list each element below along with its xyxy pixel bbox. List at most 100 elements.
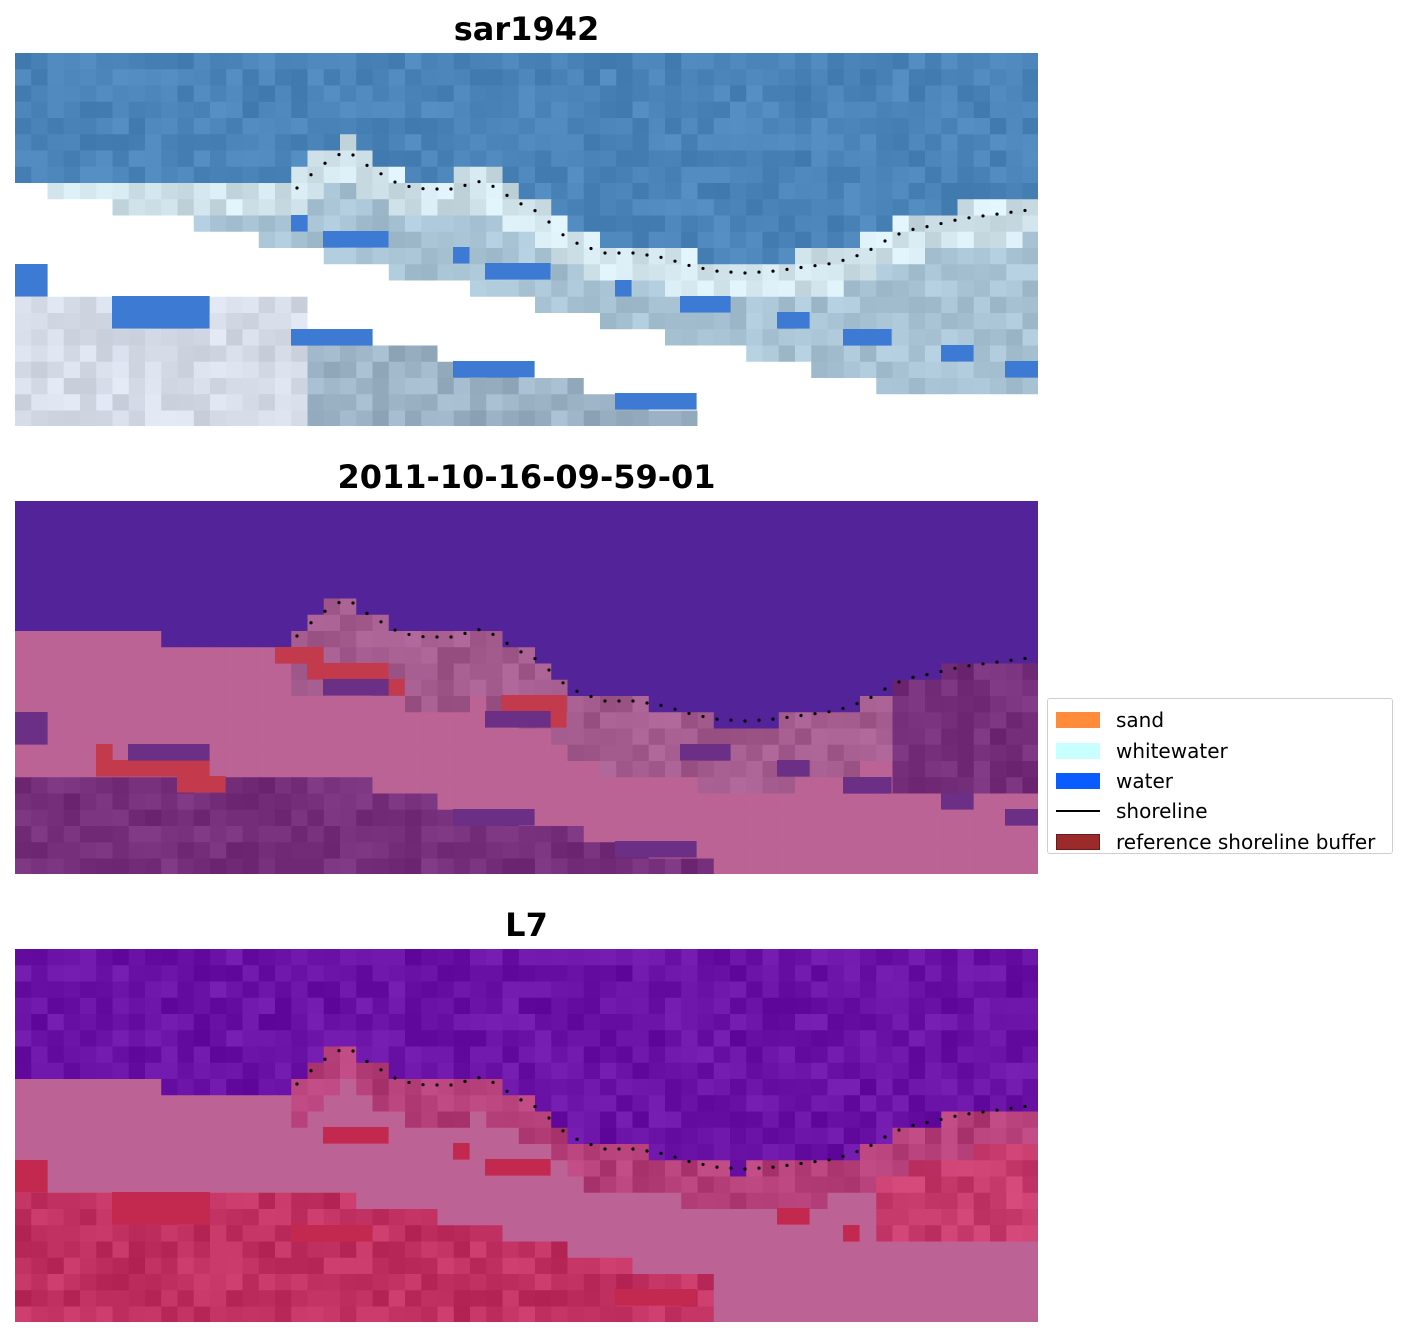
- classified-pixel: [31, 696, 49, 713]
- classified-pixel: [925, 728, 942, 746]
- shoreline-point: [813, 1160, 817, 1164]
- image-pixel: [145, 53, 162, 70]
- ndwi-pixel: [96, 1176, 114, 1194]
- classified-pixel: [567, 744, 585, 762]
- ndwi-pixel: [177, 1079, 195, 1096]
- ndwi-pixel: [112, 1127, 130, 1145]
- ndwi-pixel: [876, 1046, 894, 1064]
- image-pixel: [843, 183, 861, 200]
- classified-pixel: [356, 712, 374, 730]
- image-pixel: [437, 183, 455, 200]
- ndwi-pixel: [80, 1225, 97, 1243]
- ndwi-pixel: [15, 1306, 32, 1322]
- image-pixel: [990, 394, 1007, 412]
- ndwi-pixel: [1022, 1290, 1038, 1308]
- image-pixel: [47, 69, 65, 87]
- ndwi-pixel: [388, 1274, 406, 1291]
- ndwi-pixel: [567, 1176, 585, 1194]
- image-pixel: [47, 248, 65, 265]
- shoreline-point: [911, 227, 915, 231]
- image-pixel: [31, 150, 49, 168]
- image-pixel: [762, 329, 780, 347]
- ndwi-pixel: [96, 1160, 114, 1178]
- shoreline-point: [967, 216, 971, 220]
- classified-pixel: [1022, 826, 1038, 843]
- ndwi-pixel: [307, 1209, 325, 1226]
- ndwi-pixel: [372, 1176, 390, 1194]
- classified-pixel: [600, 614, 617, 632]
- ndwi-pixel: [31, 1030, 49, 1048]
- ndwi-pixel: [372, 1160, 390, 1178]
- ndwi-pixel: [908, 1241, 926, 1259]
- ndwi-pixel: [356, 1014, 374, 1031]
- image-pixel: [1006, 183, 1024, 200]
- ndwi-pixel: [307, 1079, 325, 1096]
- classified-pixel: [437, 549, 455, 567]
- ndwi-pixel: [811, 1014, 829, 1031]
- ndwi-pixel: [145, 1111, 162, 1129]
- ndwi-pixel: [762, 1030, 780, 1048]
- ndwi-red-pixel: [15, 1160, 48, 1193]
- ndwi-pixel: [96, 1306, 114, 1322]
- classified-pixel: [421, 744, 439, 762]
- image-pixel: [356, 199, 374, 217]
- image-pixel: [470, 264, 487, 282]
- ndwi-pixel: [1022, 1257, 1038, 1275]
- classified-pixel: [453, 744, 471, 762]
- image-pixel: [746, 134, 764, 152]
- image-pixel: [908, 85, 926, 103]
- image-pixel: [730, 361, 747, 379]
- classified-pixel: [177, 501, 195, 518]
- ndwi-pixel: [340, 1046, 357, 1064]
- image-pixel: [275, 85, 292, 103]
- image-pixel: [746, 183, 764, 200]
- classified-pixel: [372, 598, 390, 616]
- classified-pixel: [1022, 728, 1038, 746]
- image-pixel: [80, 166, 97, 184]
- ndwi-pixel: [583, 1095, 601, 1113]
- ndwi-pixel: [567, 1290, 585, 1308]
- classified-pixel: [908, 809, 926, 827]
- ndwi-pixel: [193, 1290, 211, 1308]
- ndwi-pixel: [908, 1257, 926, 1275]
- image-pixel: [551, 264, 569, 282]
- image-pixel: [713, 134, 731, 152]
- classified-pixel: [1006, 744, 1024, 762]
- classified-pixel: [31, 826, 49, 843]
- image-pixel: [1006, 150, 1024, 168]
- classified-pixel: [161, 614, 179, 632]
- ndwi-pixel: [795, 1274, 812, 1291]
- ndwi-pixel: [843, 1046, 861, 1064]
- classified-pixel: [177, 549, 195, 567]
- image-pixel: [827, 53, 845, 70]
- classified-pixel: [778, 501, 796, 518]
- classified-pixel: [925, 549, 942, 567]
- image-pixel: [551, 69, 569, 87]
- ndwi-pixel: [405, 1306, 422, 1322]
- ndwi-pixel: [827, 997, 845, 1015]
- classified-pixel: [210, 809, 227, 827]
- classified-pixel: [811, 614, 829, 632]
- image-pixel: [535, 53, 552, 70]
- classified-pixel: [730, 809, 747, 827]
- image-pixel: [405, 215, 422, 233]
- classified-pixel: [340, 826, 357, 843]
- ndwi-pixel: [713, 1079, 731, 1096]
- classified-pixel: [470, 679, 487, 697]
- ndwi-pixel: [388, 1127, 406, 1145]
- image-pixel: [567, 101, 585, 119]
- ndwi-pixel: [421, 1192, 439, 1210]
- image-pixel: [990, 85, 1007, 103]
- image-pixel: [502, 101, 520, 119]
- classified-pixel: [925, 761, 942, 778]
- image-pixel: [31, 118, 49, 135]
- ndwi-pixel: [437, 1160, 455, 1178]
- image-pixel: [307, 345, 325, 363]
- ndwi-pixel: [275, 1225, 292, 1243]
- classified-pixel: [616, 744, 634, 762]
- classified-pixel: [388, 549, 406, 567]
- image-pixel: [811, 183, 829, 200]
- image-pixel: [746, 361, 764, 379]
- ndwi-pixel: [648, 1046, 666, 1064]
- ndwi-pixel: [616, 1079, 634, 1096]
